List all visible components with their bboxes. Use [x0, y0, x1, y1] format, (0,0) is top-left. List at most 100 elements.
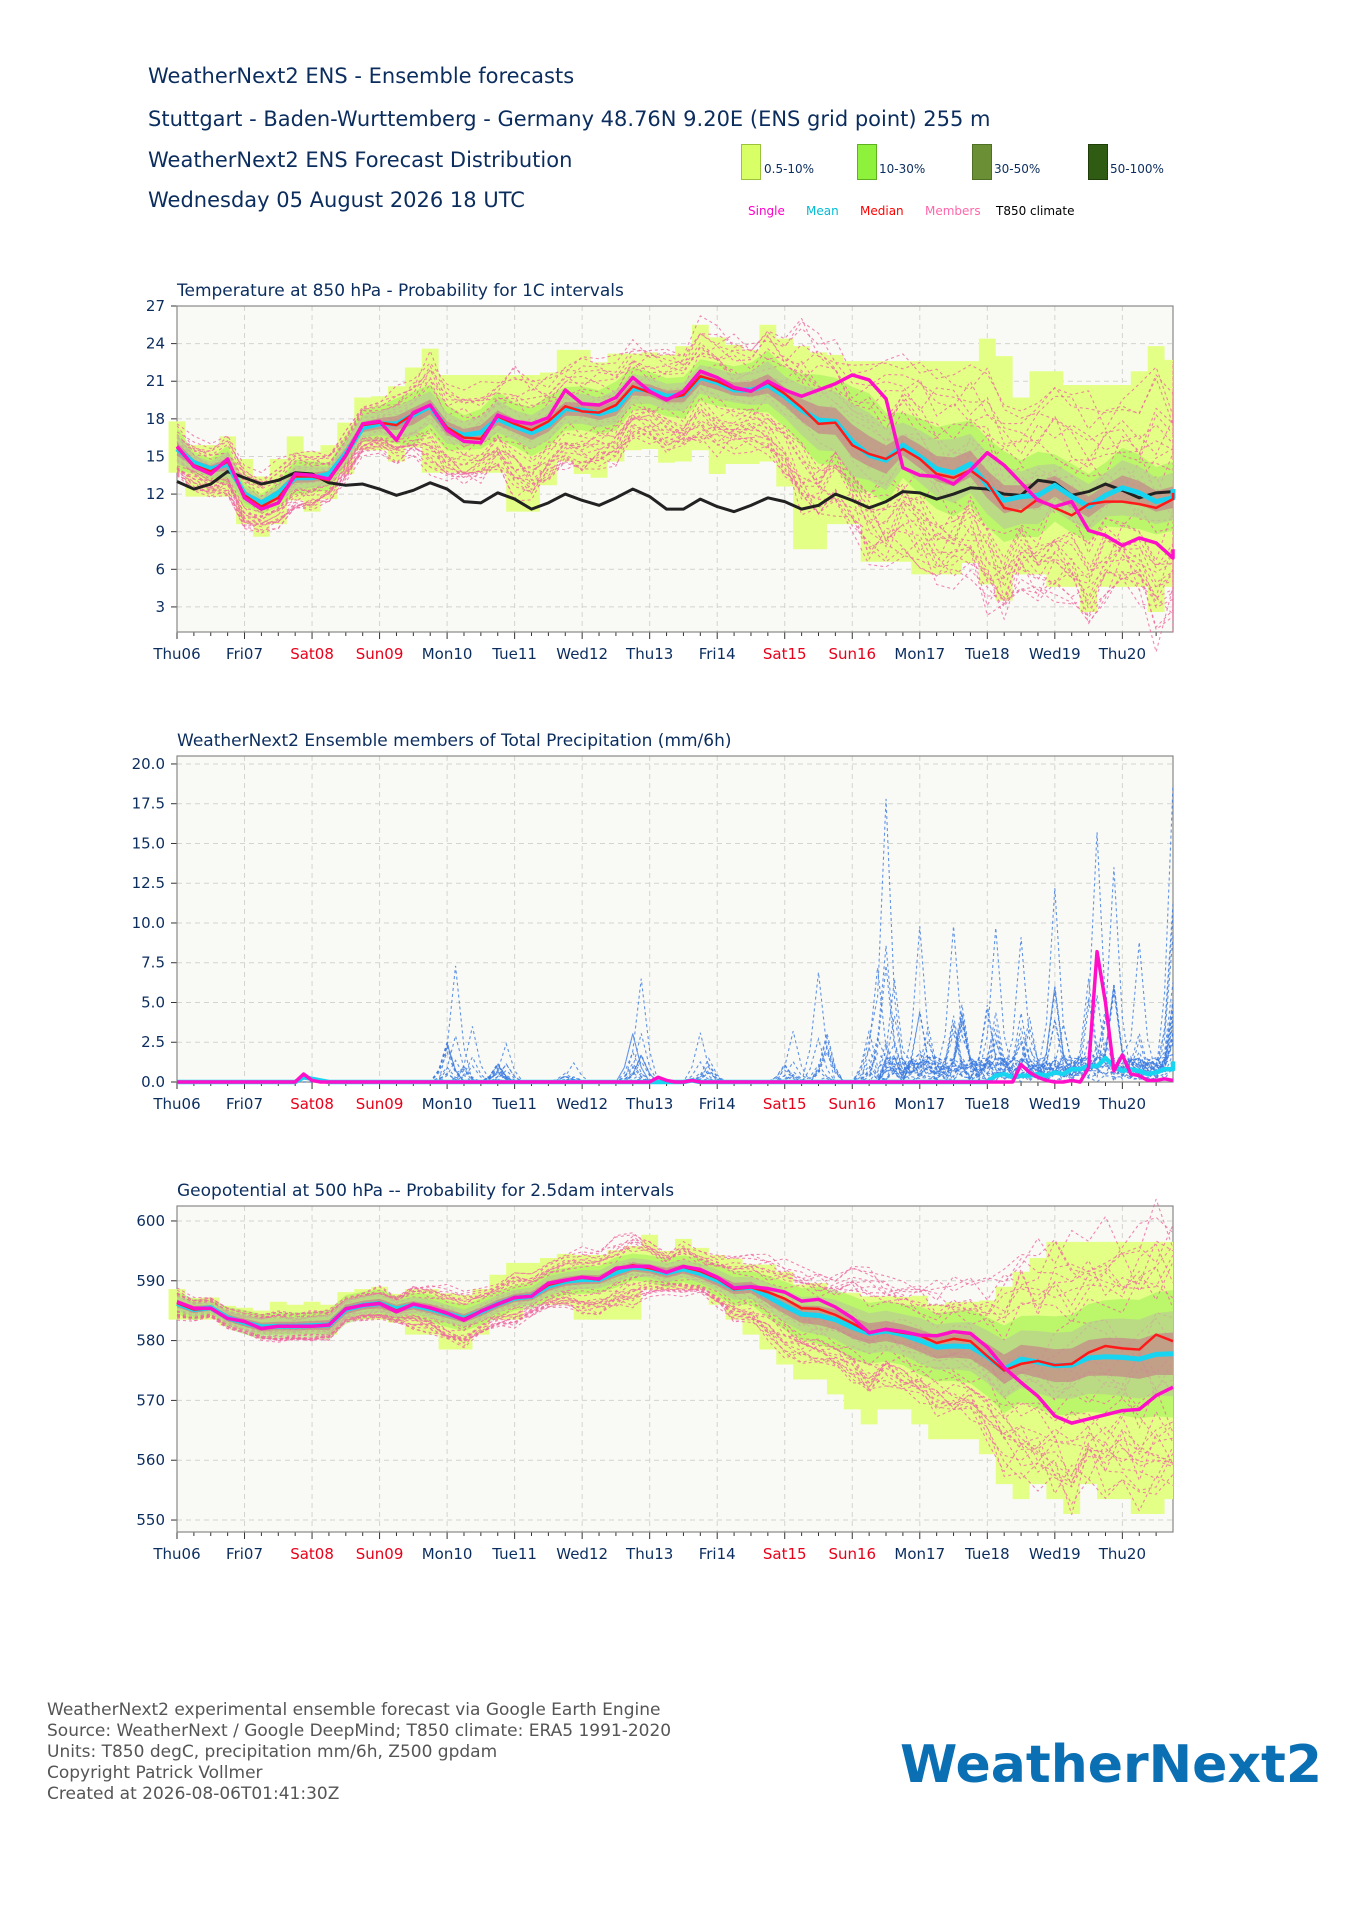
y-tick-label: 9 [155, 523, 165, 541]
y-tick-label: 6 [155, 560, 165, 578]
x-tick-label: Thu06 [152, 1545, 200, 1563]
member-line [176, 432, 1174, 653]
x-tick-label: Tue18 [964, 1095, 1010, 1113]
x-tick-label: Thu13 [625, 1545, 673, 1563]
member-line [176, 327, 1174, 474]
t850-chart: 3 6 9 12 15 18 21 24 27 Thu06 Fri07 Sat08 Sun09 Mon10… [146, 281, 1176, 663]
footer-line: Copyright Patrick Vollmer [47, 1763, 263, 1783]
forecast-datetime: Wednesday 05 August 2026 18 UTC [148, 188, 525, 212]
footer-line: WeatherNext2 experimental ensemble forec… [47, 1700, 661, 1720]
chart-title: WeatherNext2 Ensemble members of Total P… [177, 731, 732, 751]
member-line [176, 408, 1174, 579]
member-line [176, 349, 1174, 488]
chart-title: Geopotential at 500 hPa -- Probability f… [177, 1181, 674, 1201]
legend-label-band-3: 30-50% [994, 162, 1041, 176]
x-tick-label: Sun09 [356, 1095, 404, 1113]
x-tick-label: Sun09 [356, 645, 404, 663]
y-tick-label: 20.0 [132, 755, 165, 773]
z500-member-line [176, 1238, 1174, 1326]
member-line [176, 407, 1174, 599]
y-tick-label: 3 [155, 598, 165, 616]
precip-member-line [177, 887, 1174, 1083]
y-tick-label: 12.5 [132, 874, 165, 892]
member-line [176, 424, 1174, 617]
legend-label-members: Members [925, 204, 981, 218]
x-tick-label: Thu13 [625, 1095, 673, 1113]
x-tick-label: Fri14 [699, 645, 736, 663]
z500-band-30-50 [177, 1258, 1173, 1399]
member-line [176, 431, 1174, 634]
x-tick-label: Tue18 [964, 1545, 1010, 1563]
y-tick-label: 600 [136, 1212, 165, 1230]
footer-line: Units: T850 degC, precipitation mm/6h, Z… [47, 1742, 498, 1762]
member-line [176, 403, 1174, 571]
x-tick-label: Tue11 [491, 1545, 537, 1563]
x-tick-label: Fri07 [226, 645, 263, 663]
y-tick-label: 2.5 [141, 1033, 165, 1051]
y-tick-label: 570 [136, 1391, 165, 1409]
x-tick-label: Sat08 [290, 1095, 334, 1113]
precip-member-line [177, 1018, 1174, 1083]
z500-member-line [176, 1285, 1174, 1482]
chart-title: Temperature at 850 hPa - Probability for… [176, 281, 624, 301]
y-tick-label: 10.0 [132, 914, 165, 932]
member-line [176, 423, 1174, 625]
x-tick-label: Sun16 [828, 1545, 876, 1563]
x-tick-label: Thu13 [625, 645, 673, 663]
z500-member-line [176, 1288, 1174, 1482]
z500-member-line [176, 1291, 1174, 1516]
z500-member-line [176, 1286, 1174, 1491]
member-line [176, 424, 1174, 619]
member-line [176, 425, 1174, 610]
x-tick-label: Mon10 [422, 1545, 473, 1563]
x-tick-label: Sat15 [763, 645, 807, 663]
z500-member-line [176, 1281, 1174, 1477]
y-tick-label: 27 [146, 297, 165, 315]
z500-band-10-30 [177, 1253, 1173, 1419]
y-tick-label: 12 [146, 485, 165, 503]
legend-label-band-4: 50-100% [1110, 162, 1164, 176]
y-tick-label: 15.0 [132, 834, 165, 852]
x-tick-label: Wed12 [556, 645, 608, 663]
x-tick-label: Tue11 [491, 1095, 537, 1113]
location-line: Stuttgart - Baden-Wurttemberg - Germany … [148, 107, 991, 131]
footer-line: Source: WeatherNext / Google DeepMind; T… [47, 1721, 672, 1741]
legend-label-median: Median [860, 204, 904, 218]
x-tick-label: Mon17 [894, 1095, 945, 1113]
x-tick-label: Sun16 [828, 645, 876, 663]
y-tick-label: 21 [146, 372, 165, 390]
legend-label-climate: T850 climate [996, 204, 1075, 218]
x-tick-label: Thu20 [1098, 645, 1146, 663]
brand-logo: WeatherNext2 [900, 1735, 1323, 1795]
legend-label-band-1: 0.5-10% [764, 162, 815, 176]
product-line: WeatherNext2 ENS Forecast Distribution [148, 148, 573, 172]
legend-swatch-band-3 [972, 144, 992, 180]
x-tick-label: Thu20 [1098, 1095, 1146, 1113]
legend-swatch-band-2 [857, 144, 877, 180]
y-tick-label: 0.0 [141, 1073, 165, 1091]
member-line [176, 333, 1174, 485]
member-line [176, 342, 1174, 498]
x-tick-label: Sat15 [763, 1095, 807, 1113]
y-tick-label: 18 [146, 410, 165, 428]
x-tick-label: Sat08 [290, 645, 334, 663]
x-tick-label: Thu06 [152, 1095, 200, 1113]
y-tick-label: 550 [136, 1511, 165, 1529]
y-tick-label: 24 [146, 335, 165, 353]
y-tick-label: 15 [146, 447, 165, 465]
legend-label-mean: Mean [806, 204, 839, 218]
page-title: WeatherNext2 ENS - Ensemble forecasts [148, 64, 575, 88]
x-tick-label: Mon17 [894, 1545, 945, 1563]
member-line [176, 334, 1174, 483]
x-tick-label: Wed12 [556, 1545, 608, 1563]
x-tick-label: Tue11 [491, 645, 537, 663]
legend-label-band-2: 10-30% [879, 162, 926, 176]
x-tick-label: Wed12 [556, 1095, 608, 1113]
z500-band-50-100 [177, 1262, 1173, 1384]
legend-label-single: Single [748, 204, 785, 218]
member-line [176, 317, 1174, 483]
y-tick-label: 5.0 [141, 993, 165, 1011]
precip-single-line [177, 949, 1174, 1084]
member-line [176, 421, 1174, 607]
x-tick-label: Wed19 [1029, 1545, 1081, 1563]
